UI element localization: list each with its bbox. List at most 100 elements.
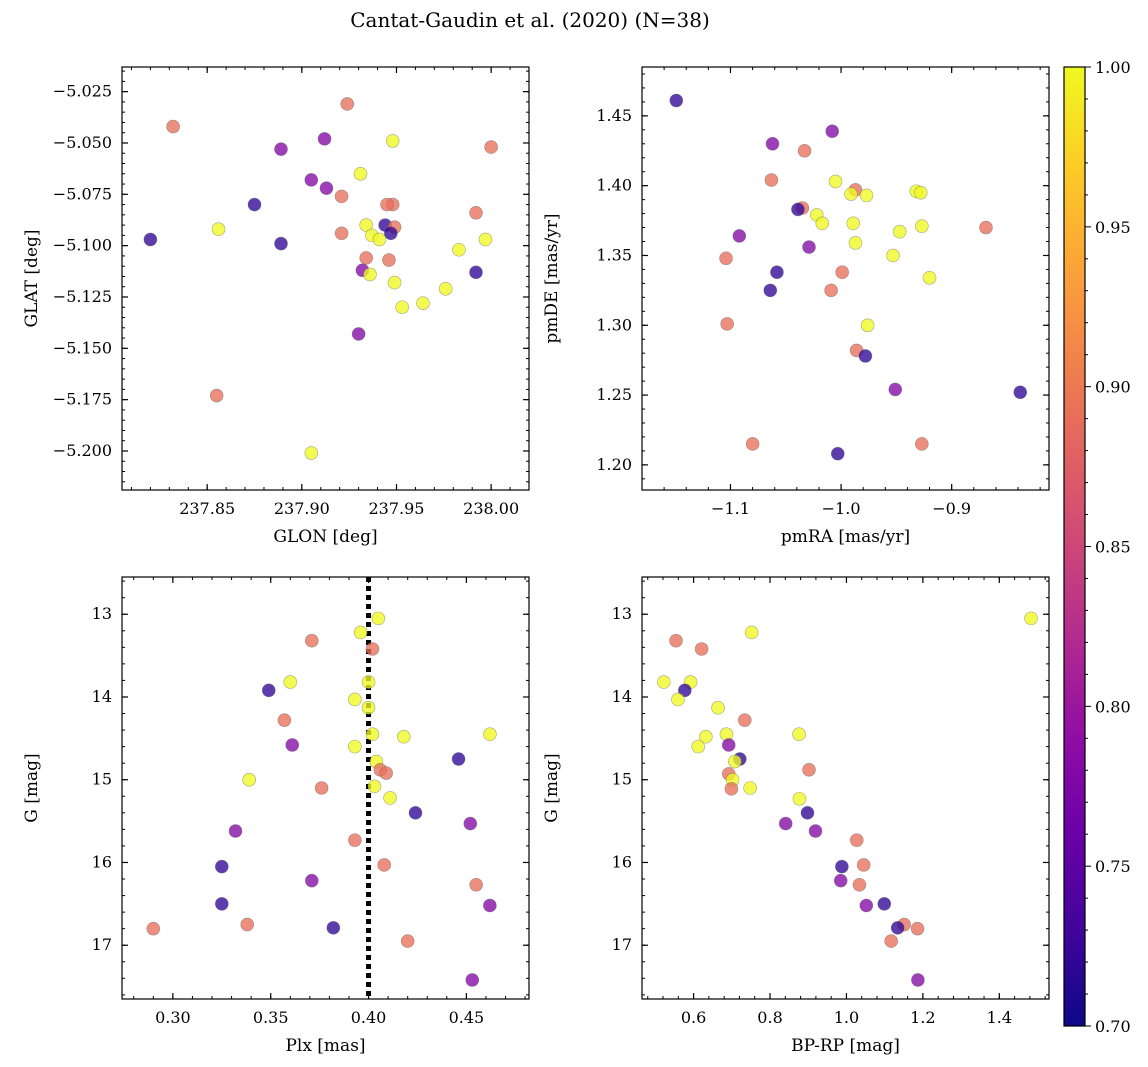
x-tick-label: 237.90 bbox=[274, 499, 330, 518]
data-point bbox=[483, 727, 497, 742]
x-tick-label: 237.95 bbox=[368, 499, 424, 518]
y-axis-label: pmDE [mas/yr] bbox=[542, 213, 562, 343]
data-point bbox=[844, 187, 858, 201]
data-point bbox=[361, 675, 376, 689]
x-tick-label: 0.8 bbox=[757, 1008, 782, 1027]
y-tick-label: 14 bbox=[92, 687, 112, 706]
data-point bbox=[359, 251, 374, 265]
y-tick-label: 1.35 bbox=[596, 245, 632, 264]
colorbar-tick-label: 0.85 bbox=[1095, 538, 1131, 557]
axes-frame bbox=[121, 66, 530, 491]
data-point bbox=[913, 185, 928, 200]
data-point bbox=[146, 921, 161, 936]
data-point bbox=[732, 229, 747, 243]
data-point bbox=[728, 754, 742, 769]
data-point bbox=[143, 232, 158, 247]
data-point bbox=[770, 265, 784, 280]
data-point bbox=[802, 240, 816, 254]
data-point bbox=[910, 921, 925, 936]
data-point bbox=[469, 265, 483, 280]
data-point bbox=[858, 349, 873, 363]
x-tick-label: −1.0 bbox=[822, 499, 861, 518]
data-point bbox=[763, 283, 778, 298]
data-point bbox=[792, 727, 806, 742]
y-tick-label: 15 bbox=[92, 770, 112, 789]
data-point bbox=[348, 833, 362, 847]
data-point bbox=[228, 824, 243, 838]
data-point bbox=[802, 762, 816, 777]
data-point bbox=[724, 782, 739, 796]
data-point bbox=[669, 93, 684, 108]
data-point bbox=[830, 446, 845, 461]
data-point bbox=[828, 174, 843, 189]
x-tick-label: −1.1 bbox=[711, 499, 750, 518]
data-point bbox=[835, 859, 849, 874]
scatter-panel-4: 0.6 0.8 1.0 1.2 1.4 13 14 15 16 17 BP-RP [mag] G [m… bbox=[542, 576, 1050, 1056]
x-tick-label: 0.45 bbox=[449, 1008, 485, 1027]
data-point bbox=[408, 806, 423, 820]
data-point bbox=[745, 437, 760, 451]
data-point bbox=[348, 692, 362, 707]
data-point bbox=[400, 934, 415, 948]
data-point bbox=[285, 738, 300, 752]
y-tick-label: −5.100 bbox=[53, 236, 112, 255]
data-point bbox=[361, 700, 376, 715]
data-point bbox=[214, 897, 229, 911]
y-tick-label: 1.30 bbox=[596, 315, 632, 334]
data-point bbox=[888, 382, 903, 397]
data-point bbox=[699, 729, 713, 744]
data-point bbox=[859, 188, 874, 203]
data-point bbox=[892, 224, 907, 239]
scatter-panel-1: 237.85 237.90 237.95 238.00 −5.025 −5.050 −5.0… bbox=[22, 66, 530, 547]
y-tick-label: 17 bbox=[92, 935, 112, 954]
data-point bbox=[886, 248, 900, 263]
data-point bbox=[711, 700, 725, 715]
data-point bbox=[778, 816, 793, 831]
data-point bbox=[484, 140, 498, 154]
data-point bbox=[261, 683, 276, 698]
y-tick-label: 16 bbox=[612, 852, 632, 871]
x-tick-label: 237.85 bbox=[179, 499, 235, 518]
data-point bbox=[808, 824, 823, 838]
data-point bbox=[465, 973, 480, 987]
y-tick-label: 13 bbox=[612, 604, 632, 623]
data-point bbox=[877, 897, 892, 911]
data-point bbox=[859, 898, 874, 913]
data-point bbox=[367, 779, 382, 794]
data-point bbox=[478, 232, 493, 247]
data-point bbox=[884, 934, 898, 948]
data-point bbox=[463, 816, 478, 831]
x-axis-label: BP-RP [mag] bbox=[791, 1036, 900, 1056]
data-point bbox=[372, 232, 387, 247]
x-axis-label: Plx [mas] bbox=[285, 1036, 365, 1056]
data-point bbox=[469, 878, 483, 892]
axes-frame bbox=[121, 576, 530, 1000]
data-point bbox=[365, 727, 380, 742]
data-point bbox=[382, 253, 396, 267]
data-point bbox=[387, 275, 402, 290]
data-point bbox=[860, 318, 875, 333]
data-point bbox=[678, 683, 692, 698]
data-point bbox=[274, 142, 288, 156]
data-point bbox=[379, 766, 393, 780]
scatter-panel-3: 0.30 0.35 0.40 0.45 13 14 15 16 17 Plx [mas] G [ma… bbox=[22, 576, 530, 1056]
data-point bbox=[211, 222, 226, 237]
data-point bbox=[214, 859, 229, 874]
x-tick-label: 0.40 bbox=[351, 1008, 387, 1027]
data-point bbox=[395, 300, 409, 315]
data-point bbox=[304, 173, 319, 187]
data-point bbox=[846, 216, 861, 231]
data-point bbox=[719, 251, 733, 266]
data-point bbox=[377, 858, 392, 872]
data-point bbox=[694, 642, 709, 656]
y-tick-label: −5.075 bbox=[53, 184, 112, 203]
y-tick-label: 1.40 bbox=[596, 176, 632, 195]
data-point bbox=[274, 236, 288, 251]
colorbar-tick-label: 0.80 bbox=[1095, 697, 1131, 716]
data-point bbox=[384, 226, 398, 241]
data-point bbox=[669, 633, 683, 648]
data-point bbox=[764, 173, 779, 187]
data-point bbox=[691, 739, 705, 754]
y-tick-label: −5.050 bbox=[53, 133, 112, 152]
x-tick-label: 1.0 bbox=[834, 1008, 859, 1027]
